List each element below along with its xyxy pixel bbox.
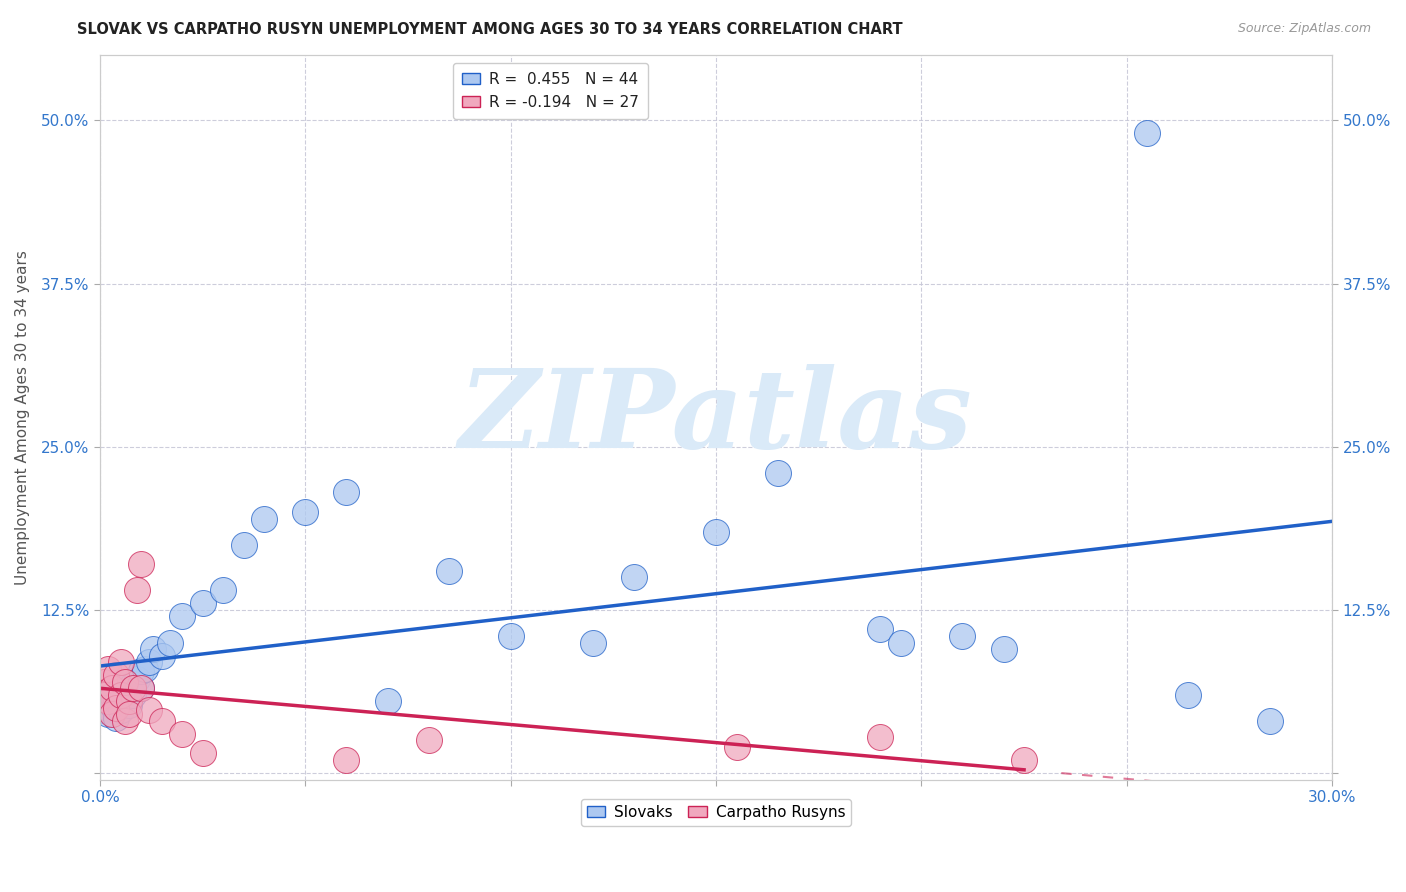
Point xyxy=(105,694,128,708)
Point xyxy=(437,564,460,578)
Point xyxy=(105,701,128,715)
Legend: Slovaks, Carpatho Rusyns: Slovaks, Carpatho Rusyns xyxy=(581,799,852,826)
Point xyxy=(134,662,156,676)
Point xyxy=(105,668,128,682)
Point xyxy=(1012,753,1035,767)
Point xyxy=(253,511,276,525)
Point xyxy=(232,538,254,552)
Point xyxy=(335,485,357,500)
Point xyxy=(377,694,399,708)
Point xyxy=(418,733,440,747)
Point xyxy=(97,701,120,715)
Point xyxy=(138,655,160,669)
Point xyxy=(890,635,912,649)
Point xyxy=(725,739,748,754)
Point xyxy=(97,707,120,722)
Point xyxy=(114,714,136,728)
Point xyxy=(110,703,132,717)
Point xyxy=(101,681,124,696)
Point xyxy=(97,694,120,708)
Point xyxy=(191,747,214,761)
Point xyxy=(122,677,145,691)
Text: SLOVAK VS CARPATHO RUSYN UNEMPLOYMENT AMONG AGES 30 TO 34 YEARS CORRELATION CHAR: SLOVAK VS CARPATHO RUSYN UNEMPLOYMENT AM… xyxy=(77,22,903,37)
Point xyxy=(114,674,136,689)
Point xyxy=(129,558,152,572)
Point xyxy=(97,662,120,676)
Point xyxy=(110,655,132,669)
Point xyxy=(93,674,115,689)
Point xyxy=(118,668,141,682)
Point xyxy=(114,690,136,705)
Point xyxy=(952,629,974,643)
Point xyxy=(93,703,115,717)
Point xyxy=(499,629,522,643)
Point xyxy=(118,698,141,713)
Point xyxy=(118,707,141,722)
Point xyxy=(159,635,181,649)
Point xyxy=(125,672,148,686)
Point xyxy=(1136,127,1159,141)
Point xyxy=(129,665,152,679)
Point xyxy=(150,648,173,663)
Point xyxy=(110,681,132,696)
Point xyxy=(172,727,194,741)
Point xyxy=(101,688,124,702)
Point xyxy=(122,688,145,702)
Point xyxy=(766,466,789,480)
Point xyxy=(125,583,148,598)
Point xyxy=(138,703,160,717)
Point xyxy=(869,623,891,637)
Point xyxy=(191,596,214,610)
Point xyxy=(150,714,173,728)
Point xyxy=(1260,714,1282,728)
Point xyxy=(142,642,165,657)
Point xyxy=(105,711,128,725)
Point xyxy=(582,635,605,649)
Point xyxy=(212,583,235,598)
Point xyxy=(704,524,727,539)
Point xyxy=(993,642,1015,657)
Point xyxy=(869,730,891,744)
Point xyxy=(623,570,645,584)
Point xyxy=(294,505,316,519)
Point xyxy=(114,674,136,689)
Point xyxy=(1177,688,1199,702)
Point xyxy=(110,688,132,702)
Y-axis label: Unemployment Among Ages 30 to 34 years: Unemployment Among Ages 30 to 34 years xyxy=(15,250,30,585)
Text: ZIPatlas: ZIPatlas xyxy=(460,364,973,471)
Point xyxy=(101,707,124,722)
Point xyxy=(172,609,194,624)
Point xyxy=(129,681,152,696)
Point xyxy=(93,688,115,702)
Point xyxy=(335,753,357,767)
Point xyxy=(118,694,141,708)
Point xyxy=(122,681,145,696)
Point xyxy=(101,698,124,713)
Text: Source: ZipAtlas.com: Source: ZipAtlas.com xyxy=(1237,22,1371,36)
Point xyxy=(129,681,152,696)
